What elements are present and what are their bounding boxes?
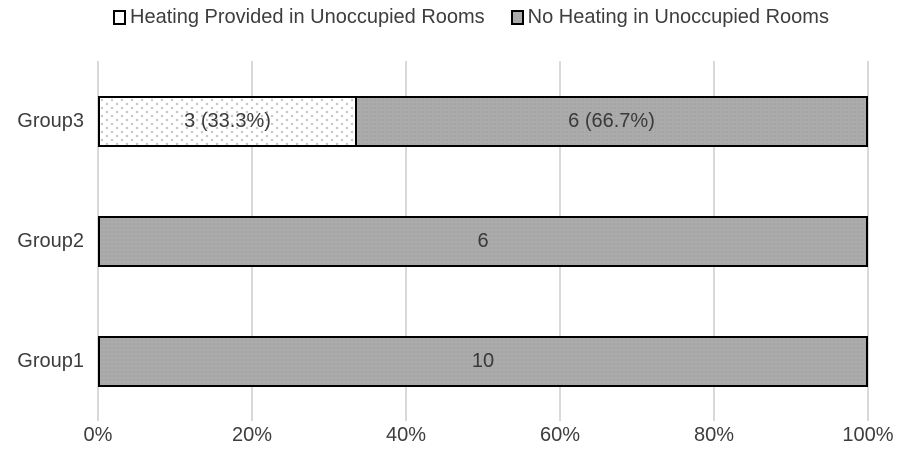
legend-item-no-heating: No Heating in Unoccupied Rooms <box>510 5 829 29</box>
stacked-bar-group1: 10 <box>98 336 868 387</box>
gridline-5 <box>867 61 869 421</box>
bar-row-group3: 3 (33.3%) 6 (66.7%) <box>98 61 868 181</box>
bar-segment-label: 6 (66.7%) <box>568 110 655 132</box>
bar-segment-label: 6 <box>477 230 489 252</box>
x-tick-label-4: 80% <box>693 424 735 446</box>
bar-segment-label: 10 <box>471 350 495 372</box>
legend-swatch-dotted-icon <box>113 9 127 25</box>
x-tick-label-2: 40% <box>385 424 427 446</box>
x-tick-label-1: 20% <box>231 424 273 446</box>
plot-area: 3 (33.3%) 6 (66.7%) 6 10 <box>97 61 869 421</box>
x-tick-label-0: 0% <box>83 424 113 446</box>
bar-segment: 3 (33.3%) <box>100 98 356 145</box>
category-axis: Group3 Group2 Group1 <box>0 61 86 421</box>
bar-row-group2: 6 <box>98 181 868 301</box>
legend-swatch-gray-icon <box>510 9 524 25</box>
legend-item-heating-provided: Heating Provided in Unoccupied Rooms <box>113 6 485 29</box>
legend: Heating Provided in Unoccupied Rooms No … <box>40 2 902 32</box>
x-tick-label-3: 60% <box>539 424 581 446</box>
stacked-bar-group2: 6 <box>98 216 868 267</box>
category-label-group3: Group3 <box>17 109 84 132</box>
category-label-group1: Group1 <box>17 349 84 372</box>
category-label-group2: Group2 <box>17 229 84 252</box>
bar-segment-label: 3 (33.3%) <box>184 110 271 132</box>
legend-label: No Heating in Unoccupied Rooms <box>527 5 829 28</box>
x-tick-label-5: 100% <box>842 424 894 446</box>
bar-segment: 10 <box>100 338 866 385</box>
legend-label: Heating Provided in Unoccupied Rooms <box>130 5 485 28</box>
stacked-bar-group3: 3 (33.3%) 6 (66.7%) <box>98 96 868 147</box>
bar-segment: 6 <box>100 218 866 265</box>
bar-row-group1: 10 <box>98 301 868 421</box>
bar-segment: 6 (66.7%) <box>355 98 866 145</box>
